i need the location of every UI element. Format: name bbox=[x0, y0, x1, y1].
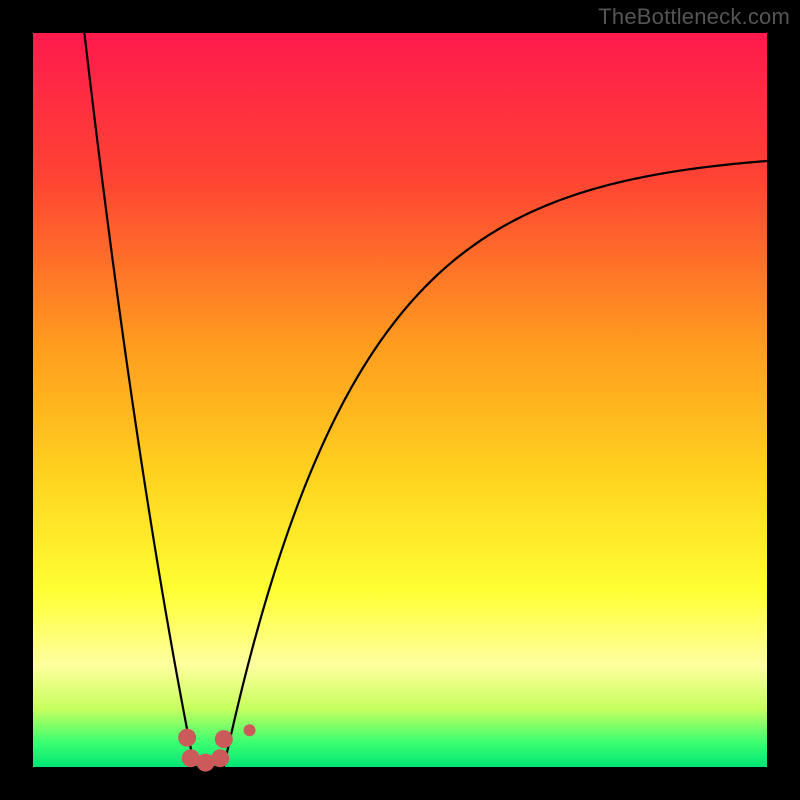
curve-marker bbox=[178, 729, 196, 747]
curve-marker bbox=[244, 724, 256, 736]
curve-marker bbox=[215, 730, 233, 748]
bottleneck-plot bbox=[0, 0, 800, 800]
curve-marker bbox=[211, 749, 229, 767]
gradient-panel bbox=[33, 33, 767, 767]
watermark-text: TheBottleneck.com bbox=[598, 4, 790, 30]
chart-root: TheBottleneck.com bbox=[0, 0, 800, 800]
